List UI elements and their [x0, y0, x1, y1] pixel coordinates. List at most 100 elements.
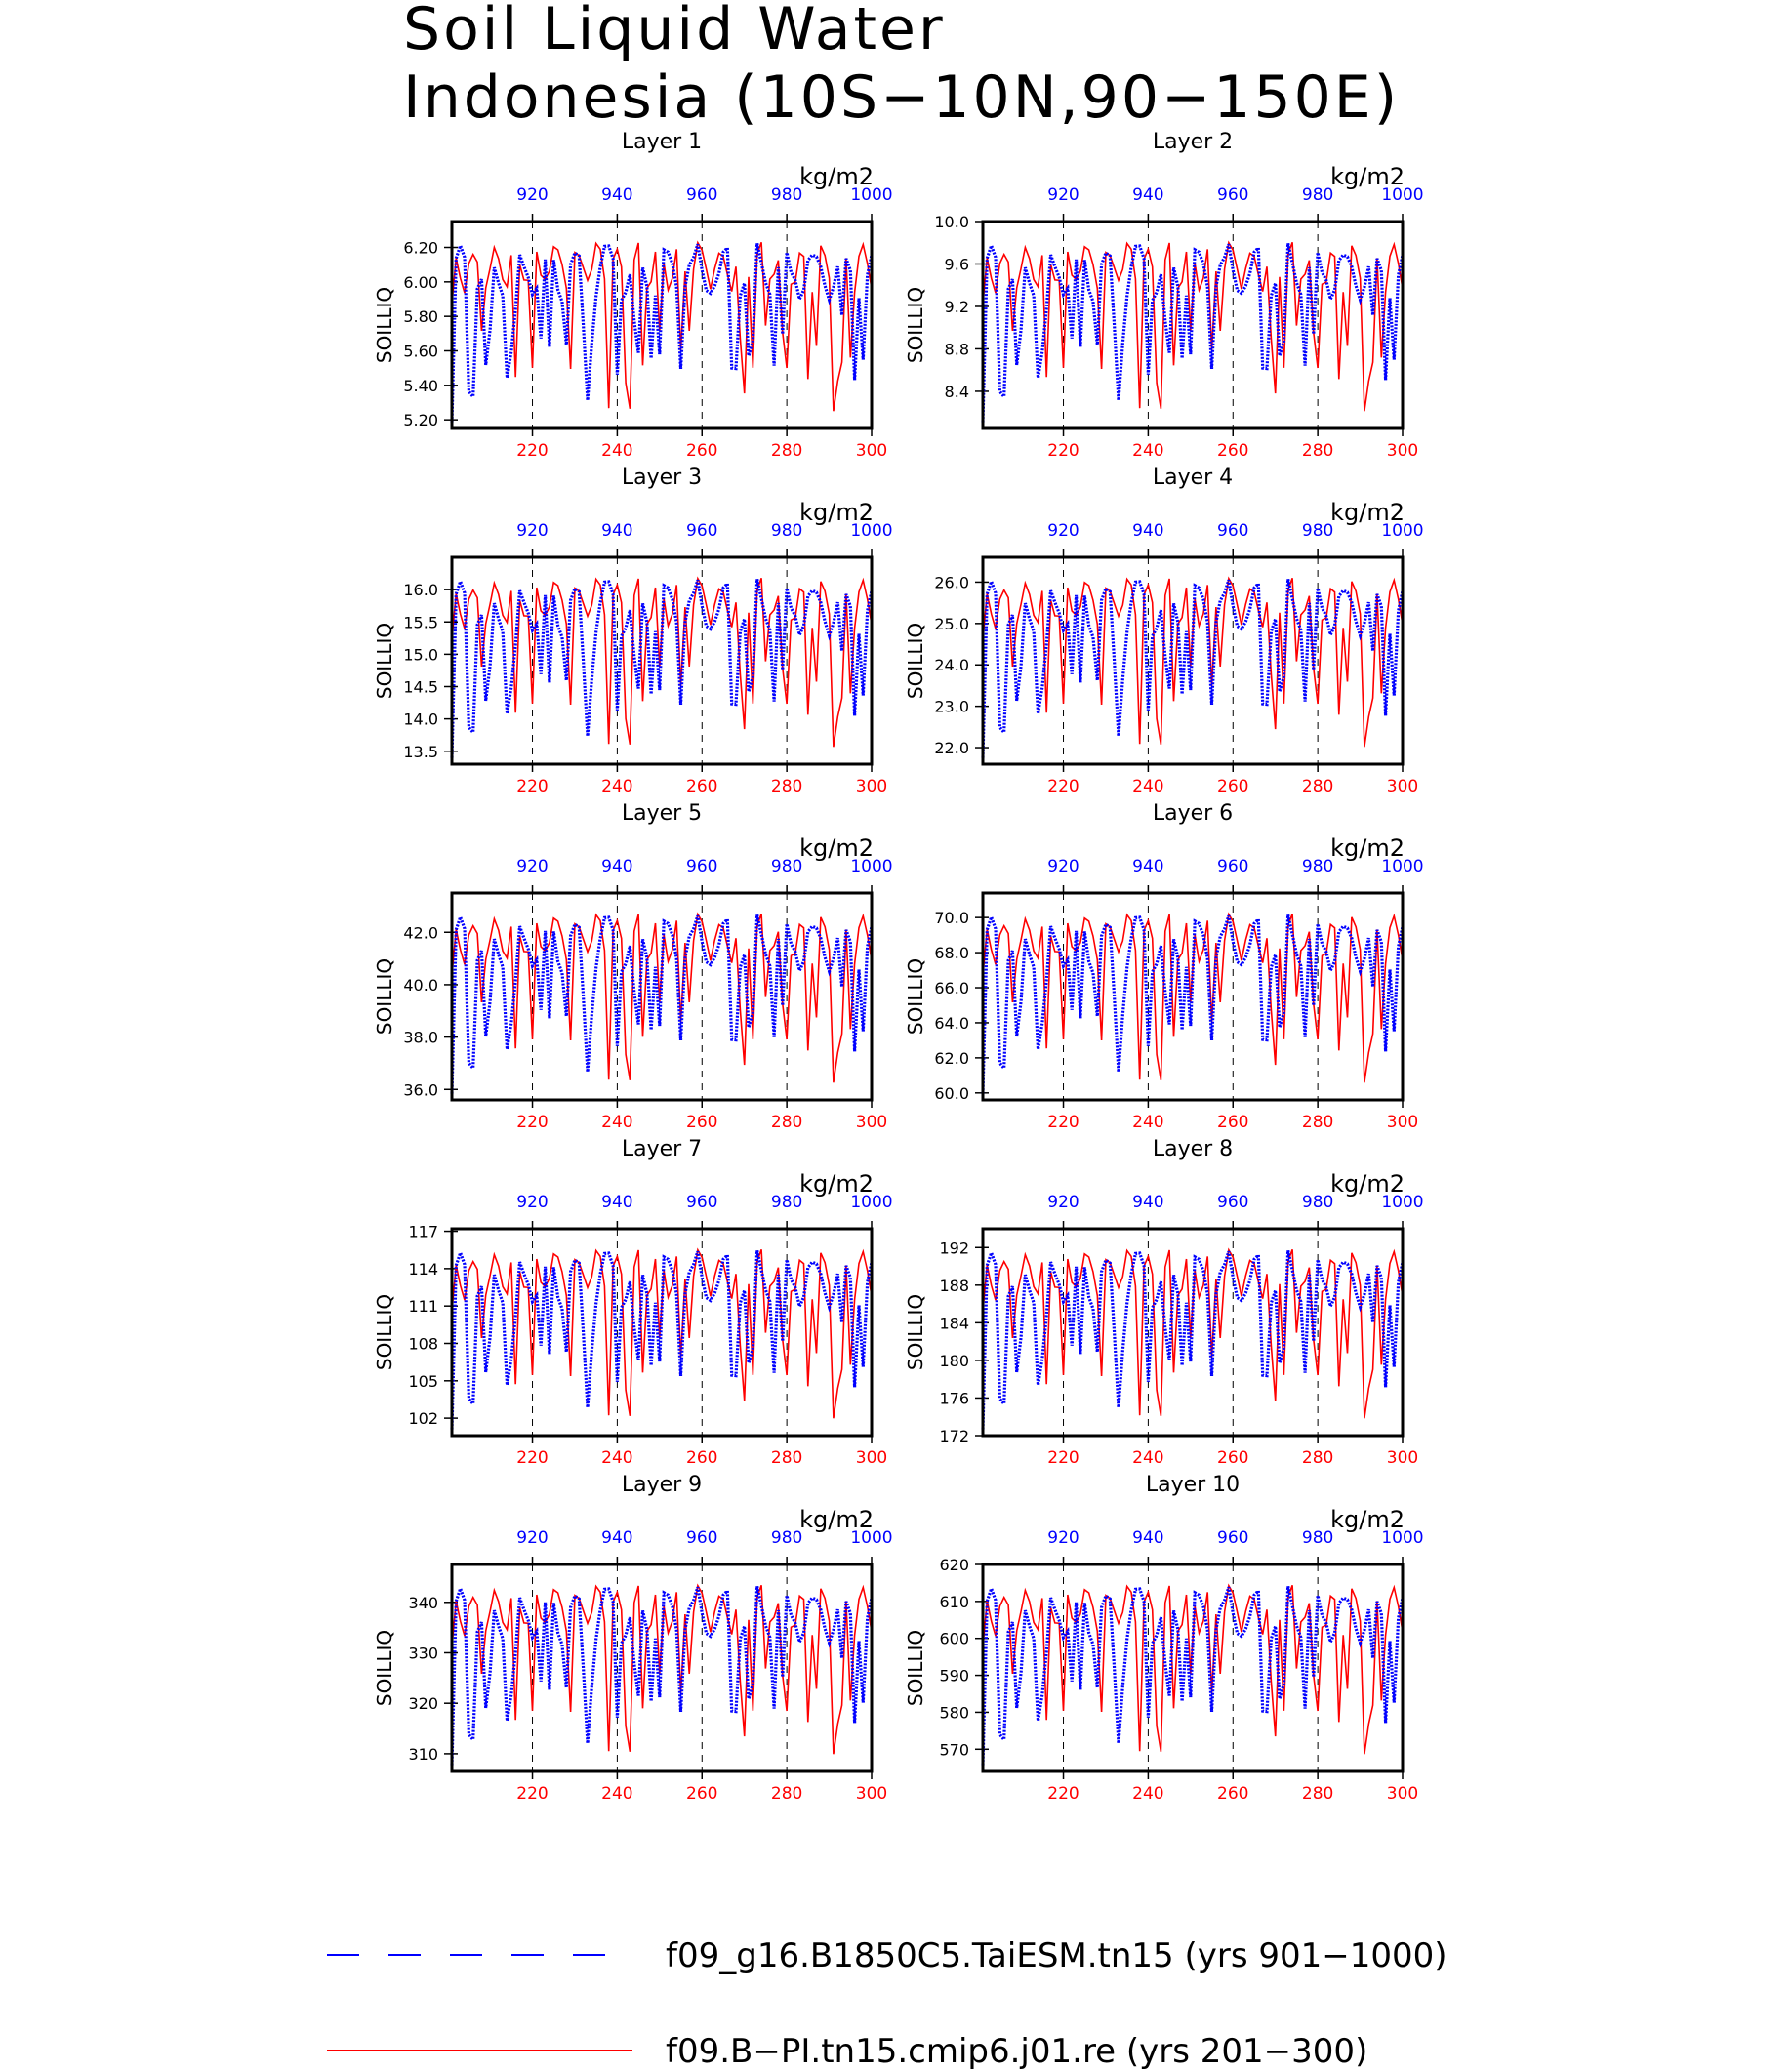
y-axis-label: SOILLIQ [373, 287, 396, 363]
top-tick-label: 1000 [1381, 521, 1423, 541]
panel-title: Layer 10 [1146, 1473, 1240, 1497]
y-tick-label: 117 [408, 1223, 438, 1241]
y-tick-label: 68.0 [934, 944, 969, 962]
y-tick-label: 600 [939, 1630, 969, 1648]
top-tick-label: 940 [1132, 521, 1163, 541]
bottom-tick-label: 300 [1387, 1448, 1418, 1468]
figure-title-line2: Indonesia (10S−10N,90−150E) [403, 63, 1400, 132]
y-tick-label: 102 [408, 1409, 438, 1428]
top-tick-label: 980 [771, 521, 802, 541]
panel-layer-2: Layer 2 kg/m2 SOILLIQ 220 920 240 940 260 960 280… [904, 130, 1424, 461]
bottom-tick-label: 240 [601, 441, 632, 461]
y-tick-label: 6.20 [403, 239, 438, 258]
top-tick-label: 1000 [850, 521, 892, 541]
y-tick-label: 590 [939, 1667, 969, 1685]
bottom-tick-label: 240 [1132, 1113, 1163, 1132]
bottom-tick-label: 260 [686, 441, 717, 461]
bottom-tick-label: 300 [856, 1784, 887, 1804]
top-tick-label: 1000 [850, 1528, 892, 1548]
y-axis-label: SOILLIQ [904, 287, 927, 363]
y-tick-label: 188 [939, 1277, 969, 1295]
bottom-tick-label: 280 [1302, 1113, 1333, 1132]
series-blue-line [450, 576, 874, 758]
top-tick-label: 940 [1132, 1528, 1163, 1548]
y-tick-label: 26.0 [934, 573, 969, 591]
series-blue-line [450, 1247, 874, 1430]
y-tick-label: 14.5 [403, 678, 438, 697]
panel-title: Layer 5 [622, 801, 702, 826]
top-tick-label: 980 [1302, 185, 1333, 205]
bottom-tick-label: 240 [601, 1113, 632, 1132]
series-blue-line [981, 576, 1405, 758]
series-blue-line [450, 240, 874, 423]
bottom-tick-label: 280 [771, 777, 802, 796]
y-tick-label: 5.20 [403, 411, 438, 429]
bottom-tick-label: 220 [516, 1448, 548, 1468]
bottom-tick-label: 240 [1132, 441, 1163, 461]
bottom-tick-label: 260 [1217, 1448, 1248, 1468]
bottom-tick-label: 280 [771, 441, 802, 461]
bottom-tick-label: 220 [516, 1784, 548, 1804]
bottom-tick-label: 300 [856, 1113, 887, 1132]
y-tick-label: 22.0 [934, 739, 969, 757]
top-tick-label: 920 [1047, 1528, 1079, 1548]
legend-label-taiesm: f09_g16.B1850C5.TaiESM.tn15 (yrs 901−100… [666, 1936, 1447, 1975]
y-tick-label: 9.2 [945, 298, 969, 316]
top-tick-label: 1000 [850, 857, 892, 876]
panel-layer-5: Layer 5 kg/m2 SOILLIQ 220 920 240 940 260 960 280… [373, 801, 893, 1132]
top-tick-label: 960 [686, 185, 717, 205]
panel-title: Layer 9 [622, 1473, 702, 1497]
y-axis-label: SOILLIQ [904, 1294, 927, 1370]
top-tick-label: 1000 [1381, 857, 1423, 876]
bottom-tick-label: 280 [771, 1448, 802, 1468]
top-tick-label: 1000 [1381, 185, 1423, 205]
bottom-tick-label: 280 [771, 1784, 802, 1804]
bottom-tick-label: 280 [1302, 777, 1333, 796]
figure-title-line1: Soil Liquid Water [403, 0, 946, 63]
top-tick-label: 920 [1047, 857, 1079, 876]
units-label: kg/m2 [799, 499, 874, 526]
y-axis-label: SOILLIQ [904, 623, 927, 699]
y-tick-label: 620 [939, 1556, 969, 1574]
units-label: kg/m2 [1330, 834, 1405, 862]
series-blue-line [450, 912, 874, 1094]
plot-frame [981, 1563, 1405, 1773]
panel-title: Layer 3 [622, 466, 702, 490]
units-label: kg/m2 [1330, 499, 1405, 526]
bottom-tick-label: 220 [1047, 1448, 1079, 1468]
y-tick-label: 70.0 [934, 909, 969, 927]
y-tick-label: 16.0 [403, 581, 438, 599]
bottom-tick-label: 220 [516, 1113, 548, 1132]
top-tick-label: 960 [1217, 185, 1248, 205]
panel-title: Layer 6 [1153, 801, 1233, 826]
y-axis-label: SOILLIQ [904, 1630, 927, 1706]
bottom-tick-label: 280 [771, 1113, 802, 1132]
top-tick-label: 920 [1047, 1193, 1079, 1212]
top-tick-label: 960 [686, 521, 717, 541]
y-tick-label: 320 [408, 1694, 438, 1713]
y-tick-label: 14.0 [403, 711, 438, 729]
top-tick-label: 940 [601, 857, 632, 876]
y-tick-label: 15.0 [403, 645, 438, 664]
y-tick-label: 36.0 [403, 1080, 438, 1099]
bottom-tick-label: 280 [1302, 1448, 1333, 1468]
top-tick-label: 1000 [850, 185, 892, 205]
panel-layer-4: Layer 4 kg/m2 SOILLIQ 220 920 240 940 260 960 280… [904, 466, 1424, 796]
bottom-tick-label: 220 [1047, 1784, 1079, 1804]
bottom-tick-label: 300 [1387, 777, 1418, 796]
y-tick-label: 580 [939, 1703, 969, 1722]
units-label: kg/m2 [799, 163, 874, 190]
top-tick-label: 940 [601, 1528, 632, 1548]
top-tick-label: 940 [1132, 1193, 1163, 1212]
bottom-tick-label: 240 [601, 777, 632, 796]
y-tick-label: 176 [939, 1389, 969, 1407]
top-tick-label: 980 [771, 1193, 802, 1212]
y-tick-label: 105 [408, 1372, 438, 1391]
top-tick-label: 980 [771, 1528, 802, 1548]
y-tick-label: 172 [939, 1427, 969, 1445]
bottom-tick-label: 280 [1302, 1784, 1333, 1804]
top-tick-label: 940 [601, 1193, 632, 1212]
top-tick-label: 1000 [1381, 1528, 1423, 1548]
y-tick-label: 5.60 [403, 343, 438, 361]
